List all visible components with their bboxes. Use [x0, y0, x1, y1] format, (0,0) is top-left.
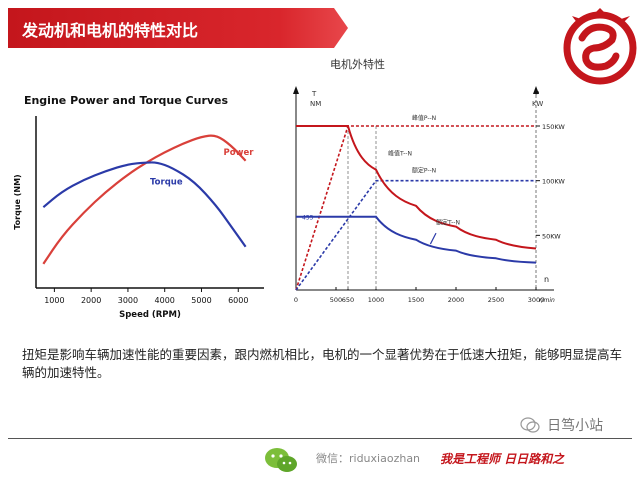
motor-x-tick-label: 0 [294, 296, 298, 304]
footer-divider [8, 438, 632, 439]
motor-x-tick-label: 2500 [488, 296, 505, 304]
engine-series-torque-line [42, 161, 247, 248]
motor-x-tick-label: 1500 [408, 296, 425, 304]
motor-y2-tick-label: 100KW [542, 178, 565, 186]
watermark-text: 日笃小站 [547, 417, 604, 434]
motor-y2-label-line2: KW [532, 100, 543, 108]
brand-logo-icon [563, 8, 637, 85]
motor-series-label: 额定T--N [436, 219, 460, 227]
watermark: 日笃小站 [520, 414, 603, 435]
engine-power-label: Power [224, 148, 255, 158]
engine-x-tick-label: 4000 [155, 296, 175, 305]
wechat-label: 微信：riduxiaozhan [316, 452, 421, 465]
motor-x-tick-label: 2000 [448, 296, 465, 304]
engine-x-tick-label: 2000 [81, 296, 101, 305]
motor-series-label: 峰值T--N [388, 150, 412, 158]
motor-series-label: 额定P--N [412, 167, 436, 175]
engine-torque-label: Torque [150, 177, 183, 187]
motor-y2-tick-label: 50KW [542, 232, 561, 240]
motor-series-line-1 [295, 179, 536, 291]
motor-y-label-line1: T [311, 90, 317, 98]
slogan-text: 我是工程师 日日路和之 [440, 452, 565, 466]
motor-x-tick-label: 650 [342, 296, 354, 304]
motor-x-tick-label: 1000 [368, 296, 385, 304]
page-title: 发动机和电机的特性对比 [22, 21, 199, 40]
motor-x-label: r/min [539, 297, 555, 304]
motor-x-tick-label: 500 [330, 296, 342, 304]
motor-annotation: 455 [302, 215, 314, 222]
engine-chart-title: Engine Power and Torque Curves [24, 94, 229, 107]
motor-rated-arrow-icon [429, 232, 437, 245]
motor-y-arrow-icon [293, 86, 299, 94]
motor-chart-title: 电机外特性 [330, 57, 385, 71]
motor-series-line-2 [296, 125, 537, 250]
motor-y2-tick-label: 150KW [542, 123, 565, 131]
watermark-chat-icon [520, 416, 540, 433]
engine-y-label: Torque (NM) [13, 174, 22, 229]
motor-y-label-line2: NM [310, 100, 321, 108]
motor-series-line-3 [296, 215, 537, 264]
title-banner-shape [8, 8, 348, 48]
caption-text: 扭矩是影响车辆加速性能的重要因素，跟内燃机相比，电机的一个显著优势在于低速大扭矩… [22, 347, 623, 380]
title-banner: 发动机和电机的特性对比 [8, 8, 348, 48]
engine-chart: Engine Power and Torque Curves Torque (N… [6, 82, 270, 322]
engine-x-tick-label: 5000 [191, 296, 211, 305]
engine-x-tick-label: 6000 [228, 296, 248, 305]
motor-n-marker: n [544, 275, 549, 284]
motor-y2-arrow-icon [533, 86, 539, 94]
engine-x-tick-label: 1000 [44, 296, 64, 305]
engine-x-label: Speed (RPM) [119, 310, 181, 320]
engine-x-tick-label: 3000 [118, 296, 138, 305]
wechat-icon [265, 448, 297, 472]
motor-series-label: 峰值P--N [412, 114, 436, 122]
motor-chart: 电机外特性 T NM P KW 050065010001500200025003… [293, 57, 565, 304]
motor-x-tick-label: 3000 [528, 296, 545, 304]
motor-series-line-0 [295, 125, 536, 291]
